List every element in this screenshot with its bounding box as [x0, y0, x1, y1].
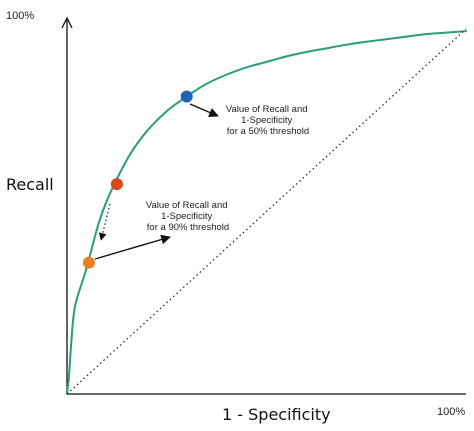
roc-curve-line — [66, 30, 467, 395]
annotation-90-line-3: for a 90% threshold — [147, 222, 229, 233]
annotation-50-line-2: 1-Specificity — [241, 115, 292, 126]
red-point — [110, 178, 123, 191]
annotation-50-line-1: Value of Recall and — [226, 104, 308, 115]
arrow-90 — [94, 234, 171, 260]
annotation-50: Value of Recall and 1-Specificity for a … — [226, 104, 310, 137]
x-axis-label: 1 - Specificity — [222, 405, 331, 424]
x-max-label: 100% — [437, 406, 465, 418]
annotation-90: Value of Recall and 1-Specificity for a … — [146, 200, 230, 233]
series-layer — [66, 28, 467, 395]
orange-point — [82, 256, 95, 269]
arrow-layer — [94, 103, 219, 260]
diagonal-reference-line — [66, 28, 467, 395]
arrow-50 — [189, 103, 219, 118]
annotation-90-line-2: 1-Specificity — [161, 211, 212, 222]
point-layer — [82, 90, 193, 269]
y-axis-arrow-icon — [61, 16, 73, 29]
blue-point — [180, 90, 193, 103]
y-axis-label: Recall — [6, 175, 54, 194]
annotation-50-line-3: for a 50% threshold — [227, 126, 309, 137]
y-max-label: 100% — [6, 10, 34, 22]
annotation-90-line-1: Value of Recall and — [146, 200, 228, 211]
